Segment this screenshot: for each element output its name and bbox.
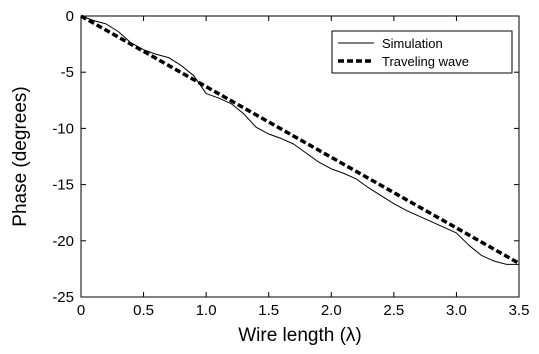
y-tick-label: -5 bbox=[61, 64, 74, 81]
y-tick-label: 0 bbox=[66, 8, 74, 25]
x-tick-label: 2.0 bbox=[321, 302, 342, 319]
legend: Simulation Traveling wave bbox=[332, 31, 512, 73]
x-tick-label: 2.5 bbox=[383, 302, 404, 319]
x-tick-label: 3.0 bbox=[446, 302, 467, 319]
x-tick-label: 1.0 bbox=[196, 302, 217, 319]
y-axis-title: Phase (degrees) bbox=[10, 86, 31, 226]
y-tick-label: -15 bbox=[52, 177, 74, 194]
x-tick-label: 1.5 bbox=[258, 302, 279, 319]
y-tick-label: -20 bbox=[52, 233, 74, 250]
x-axis-title: Wire length (λ) bbox=[238, 325, 362, 346]
y-tick-label: -25 bbox=[52, 289, 74, 306]
x-tick-label: 0.5 bbox=[133, 302, 154, 319]
legend-label-traveling-wave: Traveling wave bbox=[382, 54, 469, 69]
x-tick-label: 3.5 bbox=[509, 302, 530, 319]
legend-label-simulation: Simulation bbox=[382, 36, 443, 51]
x-tick-label: 0 bbox=[77, 302, 85, 319]
y-tick-label: -10 bbox=[52, 120, 74, 137]
